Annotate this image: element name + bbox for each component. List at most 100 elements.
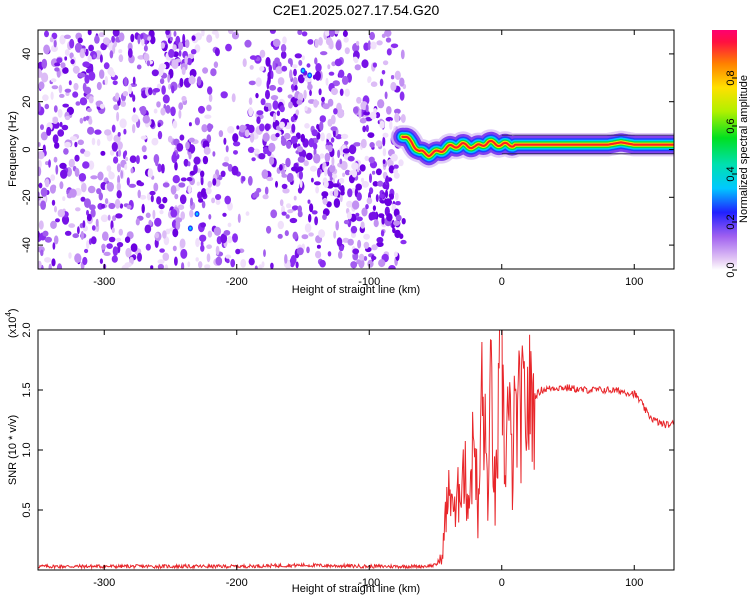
noise-speckle <box>323 180 329 188</box>
noise-speckle <box>206 34 213 43</box>
noise-speckle <box>53 105 58 113</box>
noise-speckle <box>48 159 51 168</box>
noise-speckle <box>188 184 192 195</box>
noise-speckle <box>322 103 330 110</box>
noise-speckle <box>297 146 303 153</box>
noise-speckle <box>200 244 205 252</box>
noise-speckle <box>62 103 69 108</box>
noise-speckle <box>207 180 213 188</box>
noise-speckle <box>232 141 241 147</box>
noise-speckle <box>393 251 398 257</box>
noise-speckle <box>49 184 56 194</box>
noise-speckle <box>165 104 171 114</box>
noise-speckle <box>157 263 164 269</box>
noise-speckle <box>335 40 342 51</box>
noise-speckle <box>41 58 48 69</box>
noise-speckle <box>277 86 283 93</box>
noise-speckle <box>256 187 262 193</box>
noise-speckle <box>170 106 176 117</box>
noise-speckle <box>273 112 276 123</box>
noise-speckle <box>84 198 91 209</box>
noise-speckle <box>61 124 69 131</box>
noise-speckle <box>286 172 294 183</box>
noise-speckle <box>325 37 333 46</box>
noise-speckle <box>118 49 123 54</box>
noise-speckle <box>59 181 64 190</box>
noise-speckle <box>321 191 329 198</box>
noise-speckle <box>182 33 186 44</box>
noise-speckle <box>88 160 95 170</box>
noise-speckle <box>162 230 167 239</box>
noise-speckle <box>385 37 392 43</box>
noise-speckle <box>82 61 90 68</box>
noise-speckle <box>300 133 306 143</box>
noise-speckle <box>390 81 397 91</box>
noise-speckle <box>179 238 186 249</box>
noise-speckles <box>38 30 407 269</box>
noise-speckle <box>343 219 350 225</box>
snr-frame <box>37 329 675 571</box>
noise-speckle <box>68 158 75 168</box>
noise-speckle <box>304 105 308 112</box>
noise-speckle <box>202 155 209 165</box>
noise-speckle <box>120 100 126 107</box>
noise-speckle <box>281 169 286 176</box>
noise-speckle <box>116 141 123 150</box>
noise-speckle <box>315 250 322 259</box>
noise-speckle <box>38 160 42 169</box>
noise-speckle <box>111 35 115 43</box>
noise-speckle <box>206 123 214 130</box>
noise-speckle <box>375 168 382 176</box>
noise-hotspot-core <box>195 212 199 216</box>
noise-speckle <box>270 262 274 269</box>
noise-speckle <box>264 186 269 195</box>
noise-speckle <box>394 192 399 201</box>
noise-speckle <box>224 195 231 205</box>
noise-speckle <box>40 249 44 257</box>
noise-speckle <box>244 129 250 138</box>
noise-speckle <box>373 219 379 228</box>
noise-speckle <box>176 143 184 152</box>
noise-speckle <box>184 39 190 48</box>
noise-speckle <box>44 236 53 243</box>
noise-speckle <box>154 157 159 167</box>
colorbar-tick-label: 0.6 <box>725 118 737 133</box>
noise-speckle <box>170 209 178 218</box>
noise-speckle <box>160 107 166 116</box>
noise-speckle <box>56 57 63 63</box>
noise-speckle <box>188 137 195 143</box>
noise-speckle <box>136 64 142 70</box>
noise-speckle <box>80 230 85 240</box>
noise-speckle <box>248 257 255 266</box>
noise-speckle <box>171 59 179 69</box>
noise-speckle <box>68 223 76 228</box>
noise-speckle <box>272 38 281 48</box>
noise-speckle <box>128 183 137 188</box>
noise-speckle <box>140 105 147 116</box>
noise-speckle <box>137 34 141 45</box>
noise-speckle <box>206 244 213 249</box>
noise-speckle <box>159 248 165 253</box>
noise-speckle <box>261 261 265 268</box>
noise-speckle <box>145 243 151 251</box>
noise-speckle <box>137 189 141 199</box>
noise-speckle <box>151 69 159 77</box>
noise-speckle <box>179 194 187 205</box>
noise-speckle <box>313 181 321 186</box>
noise-speckle <box>112 246 119 256</box>
noise-speckle <box>329 30 335 37</box>
noise-speckle <box>293 195 297 201</box>
noise-speckle <box>303 160 309 167</box>
noise-speckle <box>393 220 401 227</box>
noise-speckle <box>361 207 368 217</box>
noise-speckle <box>72 65 80 74</box>
noise-speckle <box>117 132 121 137</box>
noise-speckle <box>177 204 185 210</box>
noise-speckle <box>237 213 241 223</box>
noise-speckle <box>130 167 134 174</box>
noise-speckle <box>311 210 318 215</box>
noise-speckle <box>102 37 110 45</box>
noise-speckle <box>53 156 58 163</box>
top-y-tick-label: -20 <box>21 189 33 205</box>
snr-panel: -300 -200 -100 0 100 0.5 1.0 1.5 2.0 Height of … <box>4 308 675 595</box>
